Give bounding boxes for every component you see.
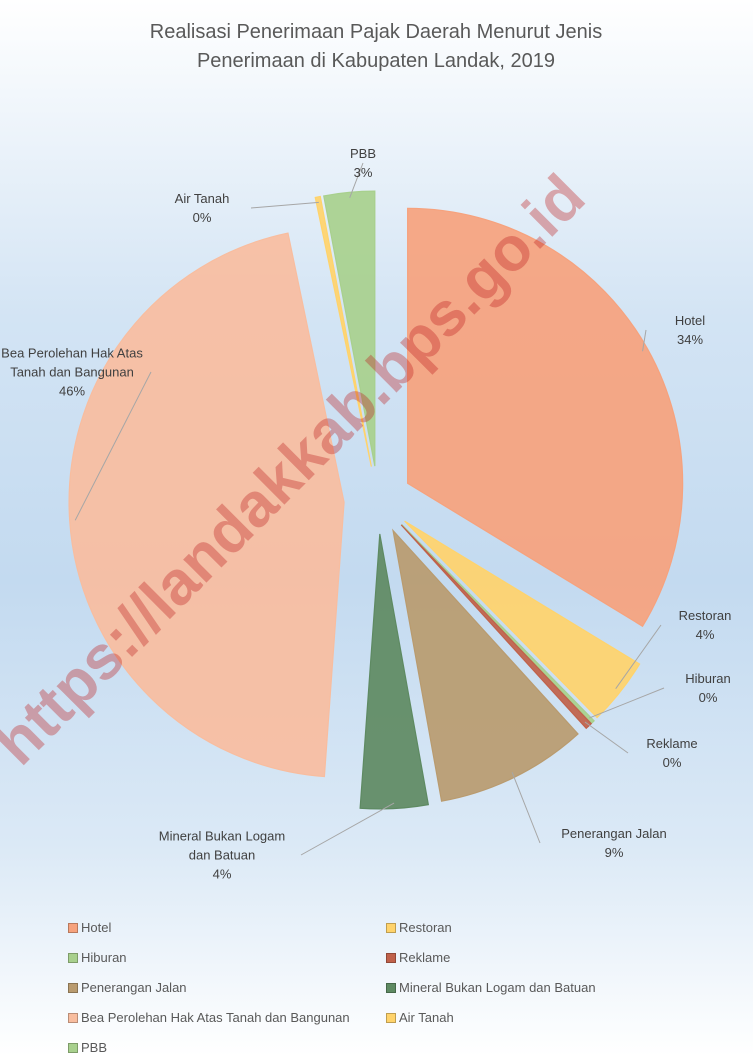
pie-slice <box>400 524 593 730</box>
pie-slice <box>401 524 595 725</box>
legend-label: Hiburan <box>81 950 127 965</box>
pie-slice <box>314 195 372 467</box>
legend-label: PBB <box>81 1040 108 1055</box>
label-value: 0% <box>698 690 718 705</box>
label-category: Hiburan <box>685 671 731 686</box>
legend-label: Penerangan Jalan <box>81 980 187 995</box>
legend-label: Bea Perolehan Hak Atas Tanah dan Banguna… <box>81 1010 350 1025</box>
legend-swatch <box>386 982 396 993</box>
data-label: Hotel 34% <box>650 311 730 349</box>
legend-swatch <box>386 1012 396 1023</box>
legend-label: Mineral Bukan Logam dan Batuan <box>399 980 596 995</box>
legend-item: Hiburan <box>68 948 386 967</box>
legend-swatch <box>68 1012 78 1023</box>
legend-swatch <box>68 952 78 963</box>
legend-item: Air Tanah <box>386 1008 704 1027</box>
label-value: 4% <box>212 866 232 882</box>
label-category: PBB <box>349 146 376 161</box>
label-category: Reklame <box>646 736 698 751</box>
legend-item: Restoran <box>386 918 704 937</box>
pie-slice <box>68 232 345 778</box>
legend-swatch <box>386 922 396 933</box>
legend-label: Reklame <box>399 950 451 965</box>
legend-swatch <box>386 952 396 963</box>
leader-line <box>74 371 152 521</box>
legend: Hotel Restoran Hiburan Reklame Penerangan Ja… <box>68 918 704 1056</box>
label-category: Mineral Bukan Logam dan Batuan <box>158 828 286 863</box>
data-label: Penerangan Jalan 9% <box>544 824 684 862</box>
legend-swatch <box>68 1042 78 1053</box>
data-label: Bea Perolehan Hak Atas Tanah dan Banguna… <box>0 344 147 401</box>
label-value: 4% <box>695 627 715 642</box>
label-category: Bea Perolehan Hak Atas Tanah dan Banguna… <box>1 345 143 380</box>
pie-slice <box>359 533 430 810</box>
label-value: 0% <box>192 210 212 225</box>
label-value: 3% <box>353 165 373 180</box>
legend-item: PBB <box>68 1038 386 1056</box>
label-category: Restoran <box>678 608 732 623</box>
leader-line <box>349 162 364 199</box>
label-category: Penerangan Jalan <box>561 826 667 841</box>
data-label: Restoran 4% <box>665 606 745 644</box>
chart-title: Realisasi Penerimaan Pajak Daerah Menuru… <box>149 21 603 72</box>
legend-swatch <box>68 982 78 993</box>
leader-line <box>250 201 319 209</box>
legend-swatch <box>68 922 78 933</box>
leader-line <box>642 329 647 352</box>
leader-line <box>511 772 541 844</box>
leader-line <box>584 721 629 754</box>
label-value: 34% <box>676 332 704 347</box>
leader-line <box>615 624 662 689</box>
data-label: Hiburan 0% <box>668 669 748 707</box>
pie-slice <box>407 207 684 628</box>
legend-label: Hotel <box>81 920 112 935</box>
data-label: Reklame 0% <box>632 734 712 772</box>
leader-line <box>300 802 395 856</box>
label-value: 46% <box>58 383 86 399</box>
legend-label: Air Tanah <box>399 1010 454 1025</box>
legend-label: Restoran <box>399 920 452 935</box>
legend-item: Reklame <box>386 948 704 967</box>
pie-slice <box>323 190 376 467</box>
label-value: 0% <box>662 755 682 770</box>
pie-chart <box>68 162 684 856</box>
data-label: Air Tanah 0% <box>157 189 247 227</box>
pie-slice <box>404 520 641 719</box>
label-category: Air Tanah <box>174 191 230 206</box>
data-label: Mineral Bukan Logam dan Batuan 4% <box>147 827 297 884</box>
legend-item: Penerangan Jalan <box>68 978 386 997</box>
legend-item: Mineral Bukan Logam dan Batuan <box>386 978 704 997</box>
leader-line <box>588 687 665 719</box>
data-label: PBB 3% <box>333 144 393 182</box>
label-category: Hotel <box>674 313 706 328</box>
label-value: 9% <box>604 845 624 860</box>
legend-item: Hotel <box>68 918 386 937</box>
legend-item: Bea Perolehan Hak Atas Tanah dan Banguna… <box>68 1008 386 1027</box>
